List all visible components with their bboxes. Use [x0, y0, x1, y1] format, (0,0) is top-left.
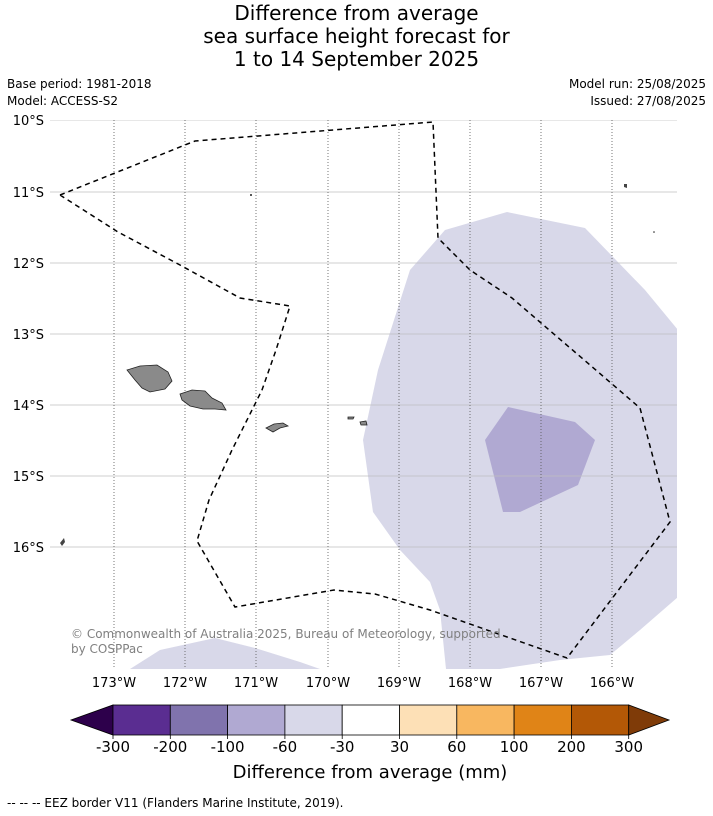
colorbar-segment — [571, 704, 630, 736]
map-figure: © Commonwealth of Australia 2025, Bureau… — [13, 114, 677, 783]
colorbar-segment — [169, 704, 229, 736]
model-run: Model run: 25/08/2025 — [568, 77, 706, 91]
map-area — [50, 120, 677, 669]
lon-label: 169°W — [377, 676, 421, 691]
island-dot-a — [250, 194, 252, 196]
colorbar-tick-label: 30 — [390, 738, 409, 756]
lon-label: 173°W — [92, 676, 136, 691]
colorbar-segment — [227, 704, 286, 736]
copyright-notice: © Commonwealth of Australia 2025, Bureau… — [71, 627, 501, 641]
lat-label: 13°S — [13, 328, 44, 343]
colorbar-segment — [456, 704, 515, 736]
title-line-3: 1 to 14 September 2025 — [233, 47, 480, 71]
lon-label: 170°W — [306, 676, 350, 691]
colorbar-segment — [284, 704, 343, 736]
title-line-1: Difference from average — [234, 1, 479, 25]
island-upolu — [179, 389, 227, 411]
lat-label: 14°S — [13, 399, 44, 414]
colorbar-tick-label: 60 — [447, 738, 466, 756]
island-swains — [624, 184, 627, 188]
colorbar-tick-label: -100 — [211, 738, 245, 756]
colorbar-segment — [341, 704, 400, 736]
island-dot-b — [653, 231, 655, 233]
island-ofu — [347, 416, 355, 420]
copyright-notice-2: by COSPPac — [71, 642, 143, 656]
lat-label: 10°S — [13, 114, 44, 129]
lat-label: 11°S — [13, 186, 44, 201]
colorbar: -300 -200 -100 -60 -30 30 60 100 200 300 — [69, 704, 671, 756]
colorbar-tick-label: -30 — [330, 738, 355, 756]
lat-label: 15°S — [13, 470, 44, 485]
island-small-west — [60, 538, 65, 546]
issued-date: Issued: 27/08/2025 — [590, 94, 706, 108]
colorbar-extend-high — [628, 704, 671, 736]
base-period: Base period: 1981-2018 — [7, 77, 152, 91]
colorbar-tick-label: -300 — [96, 738, 130, 756]
colorbar-extend-low — [69, 704, 114, 736]
longitude-labels: 173°W 172°W 171°W 170°W 169°W 168°W 167°W 166°W — [92, 676, 634, 691]
colorbar-segment — [112, 704, 171, 736]
latitude-gridlines — [50, 120, 677, 548]
model-name: Model: ACCESS-S2 — [7, 94, 119, 108]
colorbar-tick-label: 100 — [500, 738, 529, 756]
colorbar-tick-label: 300 — [614, 738, 643, 756]
eez-footnote: -- -- -- EEZ border V11 (Flanders Marine… — [7, 796, 344, 810]
lon-label: 167°W — [519, 676, 563, 691]
anomaly-band-medium — [485, 407, 595, 512]
colorbar-tick-label: -200 — [153, 738, 187, 756]
lon-label: 172°W — [163, 676, 207, 691]
island-tutuila — [265, 422, 290, 433]
title-line-2: sea surface height forecast for — [203, 24, 510, 48]
colorbar-tick-label: 200 — [557, 738, 586, 756]
lon-label: 166°W — [590, 676, 634, 691]
island-manua — [359, 420, 368, 426]
latitude-labels: 10°S 11°S 12°S 13°S 14°S 15°S 16°S — [13, 114, 44, 556]
anomaly-band-light-south — [130, 638, 320, 669]
lon-label: 168°W — [448, 676, 492, 691]
anomaly-gap — [625, 655, 677, 669]
colorbar-tick-label: -60 — [273, 738, 298, 756]
lon-label: 171°W — [234, 676, 278, 691]
lat-label: 12°S — [13, 257, 44, 272]
eez-border-samoa — [58, 121, 671, 659]
lat-label: 16°S — [13, 541, 44, 556]
island-savaii — [126, 364, 173, 393]
colorbar-label: Difference from average (mm) — [233, 762, 508, 783]
colorbar-segment — [399, 704, 458, 736]
colorbar-segment — [513, 704, 572, 736]
